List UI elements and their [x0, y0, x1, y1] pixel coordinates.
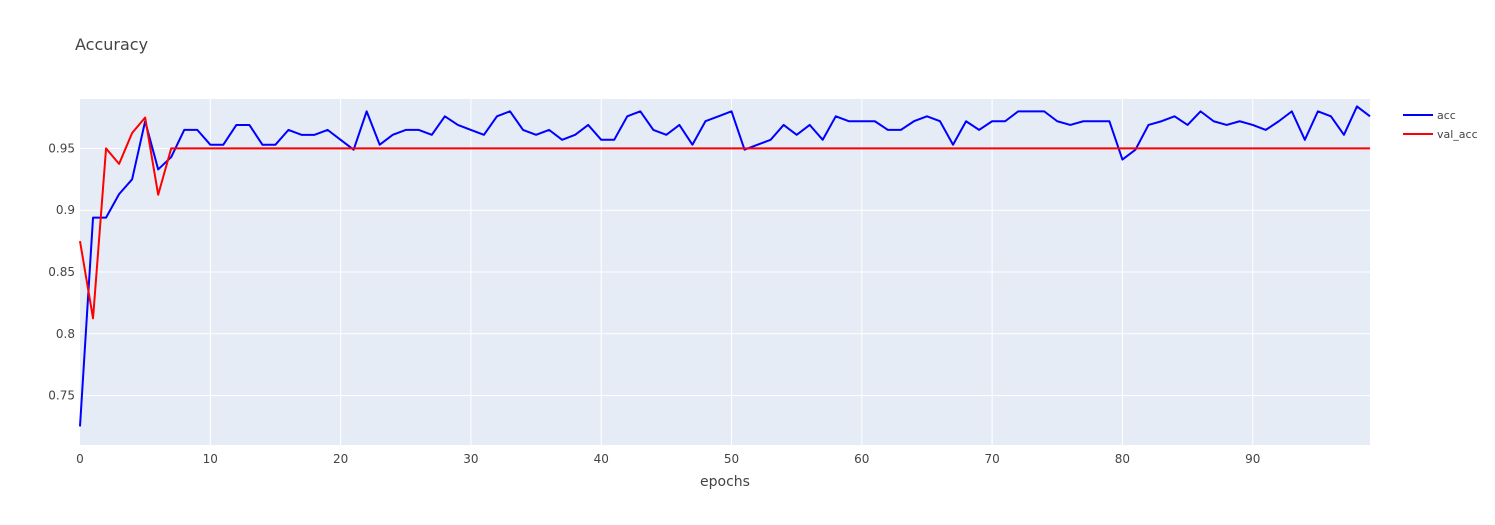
x-tick-label: 0	[76, 452, 84, 466]
series-lines	[79, 105, 1371, 427]
y-tick-label: 0.95	[48, 141, 75, 155]
x-tick-label: 60	[854, 452, 869, 466]
y-tick-label: 0.85	[48, 265, 75, 279]
x-tick-label: 90	[1245, 452, 1260, 466]
chart-title: Accuracy	[75, 35, 148, 54]
x-tick-label: 50	[724, 452, 739, 466]
y-tick-label: 0.9	[56, 203, 75, 217]
legend-label: val_acc	[1437, 128, 1478, 141]
x-tick-label: 10	[203, 452, 218, 466]
legend[interactable]: acc val_acc	[1403, 109, 1478, 141]
legend-item-val_acc[interactable]: val_acc	[1403, 128, 1478, 141]
x-tick-label: 30	[463, 452, 478, 466]
x-tick-label: 40	[594, 452, 609, 466]
y-tick-label: 0.8	[56, 327, 75, 341]
y-tick-label: 0.75	[48, 389, 75, 403]
x-tick-label: 20	[333, 452, 348, 466]
series-line-acc	[79, 105, 1371, 427]
legend-item-acc[interactable]: acc	[1403, 109, 1456, 122]
series-line-val_acc	[79, 116, 1370, 320]
x-axis-title: epochs	[700, 474, 750, 490]
y-axis-ticks: 0.75 0.8 0.85 0.9 0.95	[48, 141, 75, 402]
legend-label: acc	[1437, 109, 1456, 122]
x-axis-ticks: 0 10 20 30 40 50 60 70 80 90	[76, 452, 1260, 466]
x-tick-label: 70	[984, 452, 999, 466]
x-tick-label: 80	[1115, 452, 1130, 466]
